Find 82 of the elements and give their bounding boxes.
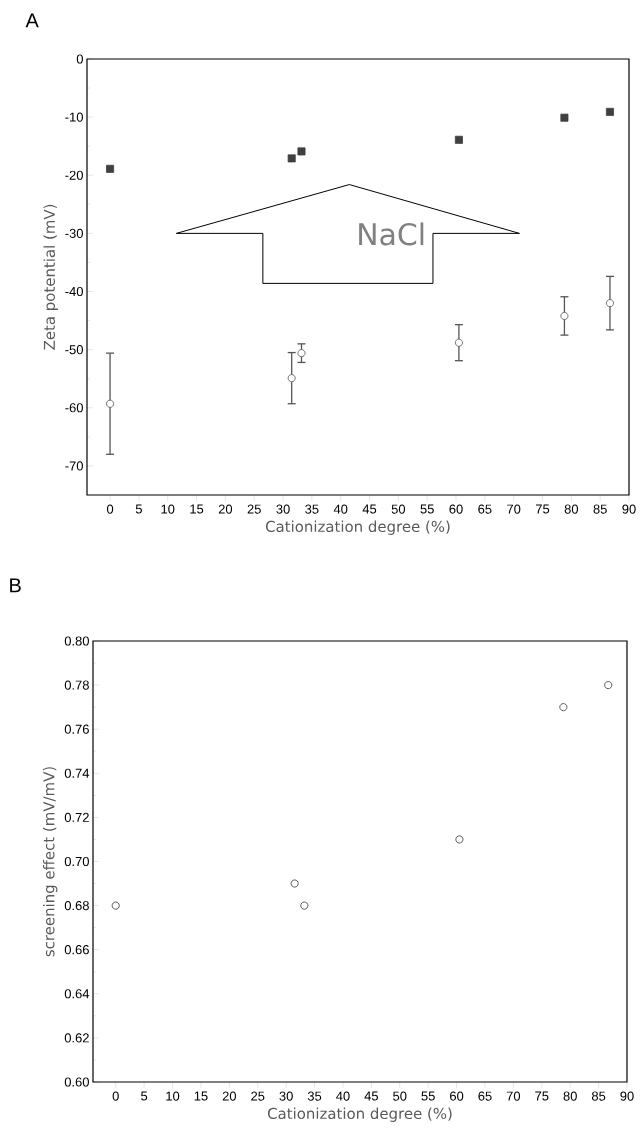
- point: [106, 164, 115, 173]
- x-tick-label: 60: [450, 1091, 464, 1101]
- point: [559, 703, 568, 712]
- y-tick-label: 0.66: [64, 945, 89, 955]
- y-tick-label: 0.72: [64, 812, 89, 822]
- x-tick-label: 5: [141, 1091, 148, 1101]
- point: [454, 338, 463, 347]
- x-tick-label: 5: [135, 504, 142, 514]
- x-tick-label: 70: [506, 1091, 521, 1101]
- point: [560, 113, 569, 122]
- y-tick-label: 0.68: [64, 901, 89, 911]
- x-tick-label: 0: [112, 1091, 119, 1101]
- point: [604, 681, 613, 690]
- x-tick-label: 90: [620, 1091, 634, 1101]
- x-tick-label: 50: [391, 504, 406, 514]
- x-tick-label: 25: [251, 1091, 265, 1101]
- x-tick-label: 40: [333, 504, 348, 514]
- x-tick-label: 50: [393, 1091, 407, 1101]
- x-tick-label: 35: [305, 504, 319, 514]
- x-tick-label: 15: [194, 1091, 208, 1101]
- point: [297, 349, 306, 358]
- x-tick-label: 20: [222, 1091, 237, 1101]
- x-tick-label: 75: [535, 1091, 549, 1101]
- x-tick-label: 15: [190, 504, 204, 514]
- point: [560, 311, 569, 320]
- x-tick-label: 75: [535, 504, 550, 514]
- y-tick-label: 0.62: [64, 1033, 89, 1043]
- x-tick-label: 25: [247, 504, 261, 514]
- x-tick-label: 40: [336, 1091, 350, 1101]
- x-tick-label: 55: [420, 504, 434, 514]
- y-tick-label: 0.80: [64, 636, 89, 646]
- x-tick-label: 35: [307, 1091, 322, 1101]
- x-tick-label: 30: [276, 504, 290, 514]
- point: [300, 901, 309, 910]
- x-tick-label: 85: [593, 504, 607, 514]
- y-tick-label: -50: [65, 345, 83, 355]
- point: [287, 154, 296, 163]
- point: [106, 399, 115, 408]
- y-tick-label: 0.64: [64, 989, 90, 999]
- point: [605, 299, 614, 308]
- annotation: NaCl: [359, 222, 424, 246]
- y-tick-label: -60: [65, 403, 83, 413]
- x-axis-title: Cationization degree (%): [265, 520, 450, 535]
- point: [297, 147, 306, 156]
- x-tick-label: 0: [106, 504, 114, 514]
- y-tick-label: 0.70: [64, 856, 89, 867]
- y-tick-label: -70: [65, 461, 83, 471]
- y-tick-label: -40: [65, 286, 83, 297]
- point: [454, 135, 463, 144]
- x-tick-label: 45: [362, 504, 377, 514]
- x-tick-label: 10: [161, 504, 175, 514]
- point: [287, 374, 296, 383]
- x-tick-label: 20: [218, 504, 233, 514]
- x-tick-label: 45: [364, 1091, 379, 1101]
- x-tick-label: 10: [166, 1091, 180, 1101]
- point: [290, 879, 299, 888]
- x-tick-label: 65: [478, 504, 492, 514]
- x-tick-label: 60: [449, 504, 463, 514]
- x-tick-label: 55: [421, 1091, 435, 1101]
- y-tick-label: 0.74: [64, 768, 90, 778]
- x-tick-label: 85: [591, 1091, 606, 1101]
- x-tick-label: 90: [622, 504, 636, 514]
- y-tick-label: 0.60: [64, 1077, 89, 1087]
- x-tick-label: 80: [563, 1091, 577, 1101]
- x-tick-label: 70: [507, 504, 521, 514]
- y-axis-title: Zeta potential (mV): [43, 204, 58, 350]
- y-axis-title: screening effect (mV/mV): [42, 767, 58, 957]
- x-tick-label: 65: [478, 1091, 492, 1101]
- x-tick-label: 30: [279, 1091, 293, 1101]
- chart-title: B: [10, 578, 21, 593]
- y-tick-label: -20: [65, 170, 83, 180]
- point: [111, 901, 120, 910]
- point: [455, 835, 464, 844]
- y-tick-label: 0.78: [64, 680, 89, 690]
- y-tick-label: 0.76: [64, 724, 89, 734]
- x-axis-title: Cationization degree (%): [267, 1107, 452, 1122]
- x-tick-label: 80: [564, 504, 579, 514]
- y-tick-label: -10: [65, 112, 83, 122]
- point: [605, 107, 614, 116]
- y-tick-label: -30: [65, 228, 83, 238]
- y-tick-label: 0: [76, 54, 83, 64]
- chart-title: A: [25, 13, 39, 28]
